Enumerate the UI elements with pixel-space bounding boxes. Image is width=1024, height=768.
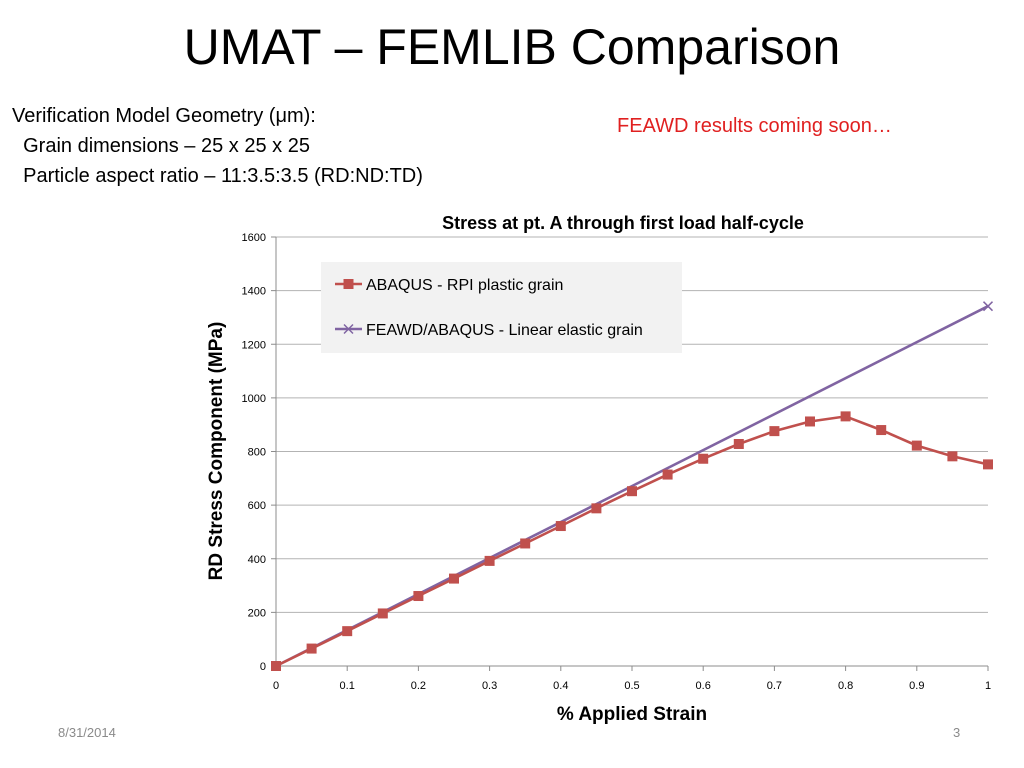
- series-0-point: [627, 486, 637, 497]
- series-0-point: [306, 643, 317, 654]
- x-tick-label: 0.7: [767, 680, 782, 692]
- footer-date: 8/31/2014: [58, 725, 116, 740]
- geometry-description: Verification Model Geometry (μm): Grain …: [12, 101, 423, 191]
- x-tick-label: 0.5: [624, 680, 639, 692]
- series-0-point: [271, 661, 281, 671]
- legend-label: FEAWD/ABAQUS - Linear elastic grain: [366, 322, 643, 339]
- x-tick-label: 0.4: [553, 680, 568, 692]
- x-tick-label: 0: [273, 680, 279, 692]
- series-0-point: [733, 438, 744, 449]
- series-0-point: [947, 451, 958, 462]
- x-tick-label: 0.2: [411, 680, 426, 692]
- y-tick-label: 1000: [242, 393, 266, 405]
- series-0-point: [484, 555, 495, 566]
- axes: 0 200 400 600 800 1000 1200 1400 1600 0 0.1 0.2 0.3 0…: [242, 232, 992, 692]
- legend-marker: [343, 279, 354, 289]
- x-tick-label: 1: [985, 680, 991, 692]
- x-tick-label: 0.8: [838, 680, 853, 692]
- series-0-point: [342, 626, 353, 637]
- aspect-ratio-text: Particle aspect ratio – 11:3.5:3.5 (RD:N…: [12, 165, 423, 187]
- y-tick-label: 1400: [242, 286, 266, 298]
- legend-marker: [343, 323, 354, 335]
- x-tick-label: 0.1: [340, 680, 355, 692]
- slide-title: UMAT – FEMLIB Comparison: [183, 19, 841, 75]
- y-tick-label: 600: [248, 500, 266, 512]
- coming-soon-notice: FEAWD results coming soon…: [617, 115, 892, 137]
- grain-dimensions-text: Grain dimensions – 25 x 25 x 25: [12, 135, 310, 157]
- legend-background: [321, 262, 682, 353]
- x-tick-label: 0.3: [482, 680, 497, 692]
- series-0-point: [840, 411, 851, 422]
- y-tick-label: 200: [248, 607, 266, 619]
- series-0-point: [591, 503, 602, 514]
- series-0-point: [413, 591, 424, 602]
- series-0-point: [377, 608, 388, 619]
- legend-label: ABAQUS - RPI plastic grain: [366, 277, 563, 294]
- x-tick-label: 0.9: [909, 680, 924, 692]
- series-0-point: [449, 573, 459, 584]
- geometry-heading: Verification Model Geometry (μm):: [12, 105, 316, 127]
- series-0-point: [911, 440, 922, 451]
- series-0-point: [662, 469, 673, 480]
- page-number: 3: [953, 725, 961, 740]
- x-axis-label: % Applied Strain: [557, 704, 707, 725]
- series-layer: [270, 301, 994, 672]
- y-tick-label: 400: [248, 554, 266, 566]
- x-tick-label: 0.6: [696, 680, 711, 692]
- series-0-point: [555, 521, 566, 532]
- y-tick-label: 1600: [242, 232, 266, 244]
- series-0-point: [876, 425, 887, 436]
- series-1-point: [982, 301, 994, 312]
- y-tick-label: 0: [260, 661, 266, 673]
- y-tick-label: 1200: [242, 339, 266, 351]
- series-0-point: [698, 453, 709, 464]
- series-0-point: [769, 426, 780, 437]
- series-line-0: [275, 415, 989, 668]
- series-0-point: [520, 538, 531, 549]
- y-axis-label: RD Stress Component (MPa): [206, 322, 227, 581]
- series-line-1: [275, 305, 989, 668]
- y-tick-label: 800: [248, 447, 266, 459]
- chart-title: Stress at pt. A through first load half-…: [442, 213, 804, 233]
- series-0-point: [805, 416, 815, 427]
- series-0-point: [983, 459, 993, 470]
- legend: ABAQUS - RPI plastic grain FEAWD/ABAQUS -…: [321, 262, 682, 353]
